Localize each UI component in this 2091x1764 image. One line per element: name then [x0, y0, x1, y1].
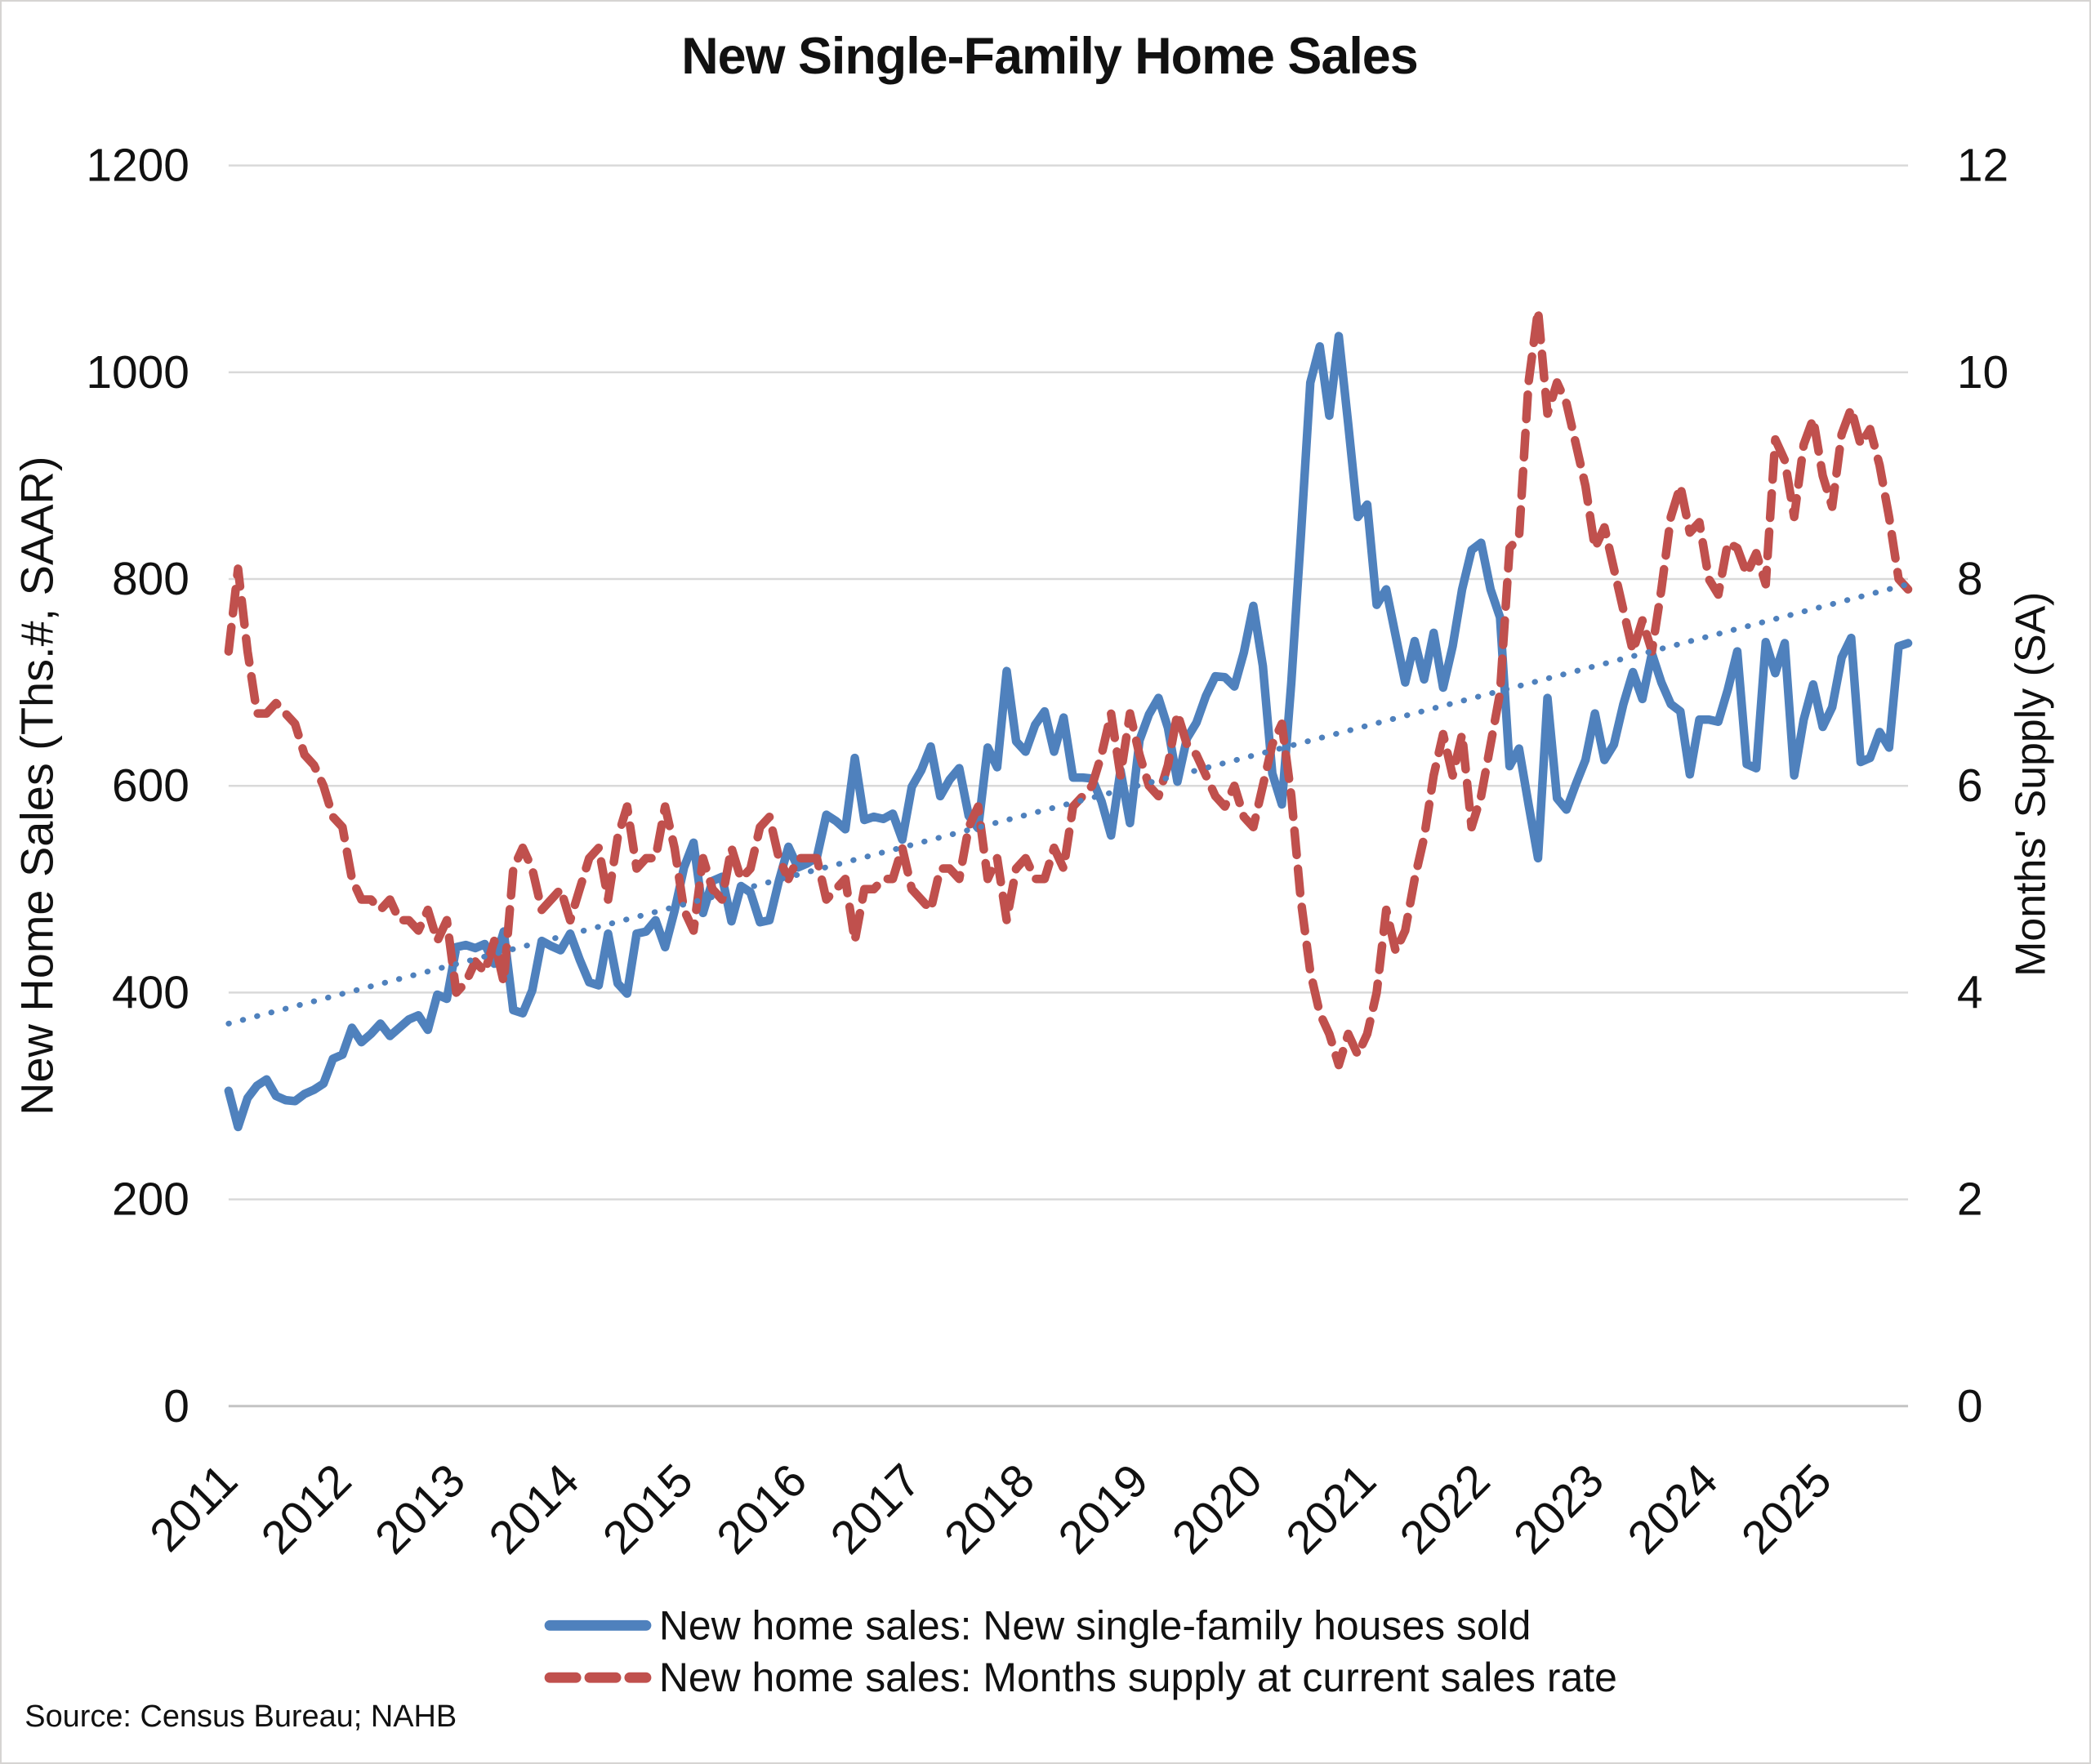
right-tick-label-10: 10 [1957, 346, 2009, 399]
left-axis-title: New Home Sales (Ths.#, SAAR) [11, 457, 62, 1116]
year-label-2025: 2025 [1732, 1454, 1842, 1565]
left-tick-label-600: 600 [112, 760, 189, 812]
right-tick-label-12: 12 [1957, 140, 2009, 192]
year-label-2020: 2020 [1162, 1454, 1273, 1565]
right-tick-label-6: 6 [1957, 760, 1983, 812]
left-tick-label-0: 0 [163, 1380, 189, 1432]
year-label-2013: 2013 [365, 1454, 475, 1565]
gridlines-layer [228, 164, 1909, 1408]
legend-supply-label: New home sales: Months supply at current… [659, 1655, 1617, 1700]
year-label-2023: 2023 [1504, 1454, 1614, 1565]
right-tick-label-0: 0 [1957, 1380, 1983, 1432]
year-label-2024: 2024 [1618, 1454, 1728, 1565]
legend: New home sales: New single-family houses… [544, 1602, 1617, 1700]
year-label-2021: 2021 [1276, 1454, 1386, 1565]
left-tick-label-200: 200 [112, 1174, 189, 1226]
months-supply-line [224, 305, 1913, 1070]
left-tick-label-400: 400 [112, 966, 189, 1018]
right-tick-label-8: 8 [1957, 553, 1983, 605]
source-note: Source: Census Bureau; NAHB [25, 1699, 457, 1734]
right-tick-label-4: 4 [1957, 966, 1983, 1018]
y-axis-left-tick-labels: 0 200 400 600 800 1000 1200 [86, 140, 189, 1432]
left-tick-label-800: 800 [112, 553, 189, 605]
year-label-2011: 2011 [140, 1454, 247, 1562]
year-label-2015: 2015 [593, 1454, 703, 1565]
year-label-2018: 2018 [934, 1454, 1045, 1565]
year-label-2012: 2012 [252, 1454, 362, 1565]
year-label-2016: 2016 [707, 1454, 817, 1565]
y-axis-right-tick-labels: 0 2 4 6 8 10 12 [1957, 140, 2009, 1432]
right-axis-title: Months' Supply (SA) [2007, 592, 2054, 977]
sales-line [224, 332, 1913, 1132]
legend-sales-label: New home sales: New single-family houses… [659, 1602, 1531, 1648]
trend-line [225, 581, 1911, 1027]
year-label-2019: 2019 [1049, 1454, 1159, 1565]
series-layer [224, 305, 1913, 1132]
right-tick-label-2: 2 [1957, 1174, 1983, 1226]
left-tick-label-1200: 1200 [86, 140, 189, 192]
left-tick-label-1000: 1000 [86, 346, 189, 399]
x-axis-year-labels: 2011 2012 2013 2014 2015 2016 2017 2018 2019 2020… [140, 1454, 1841, 1565]
year-label-2014: 2014 [479, 1454, 590, 1565]
chart-title: New Single-Family Home Sales [681, 28, 1418, 85]
year-label-2017: 2017 [821, 1454, 931, 1565]
year-label-2022: 2022 [1390, 1454, 1500, 1565]
